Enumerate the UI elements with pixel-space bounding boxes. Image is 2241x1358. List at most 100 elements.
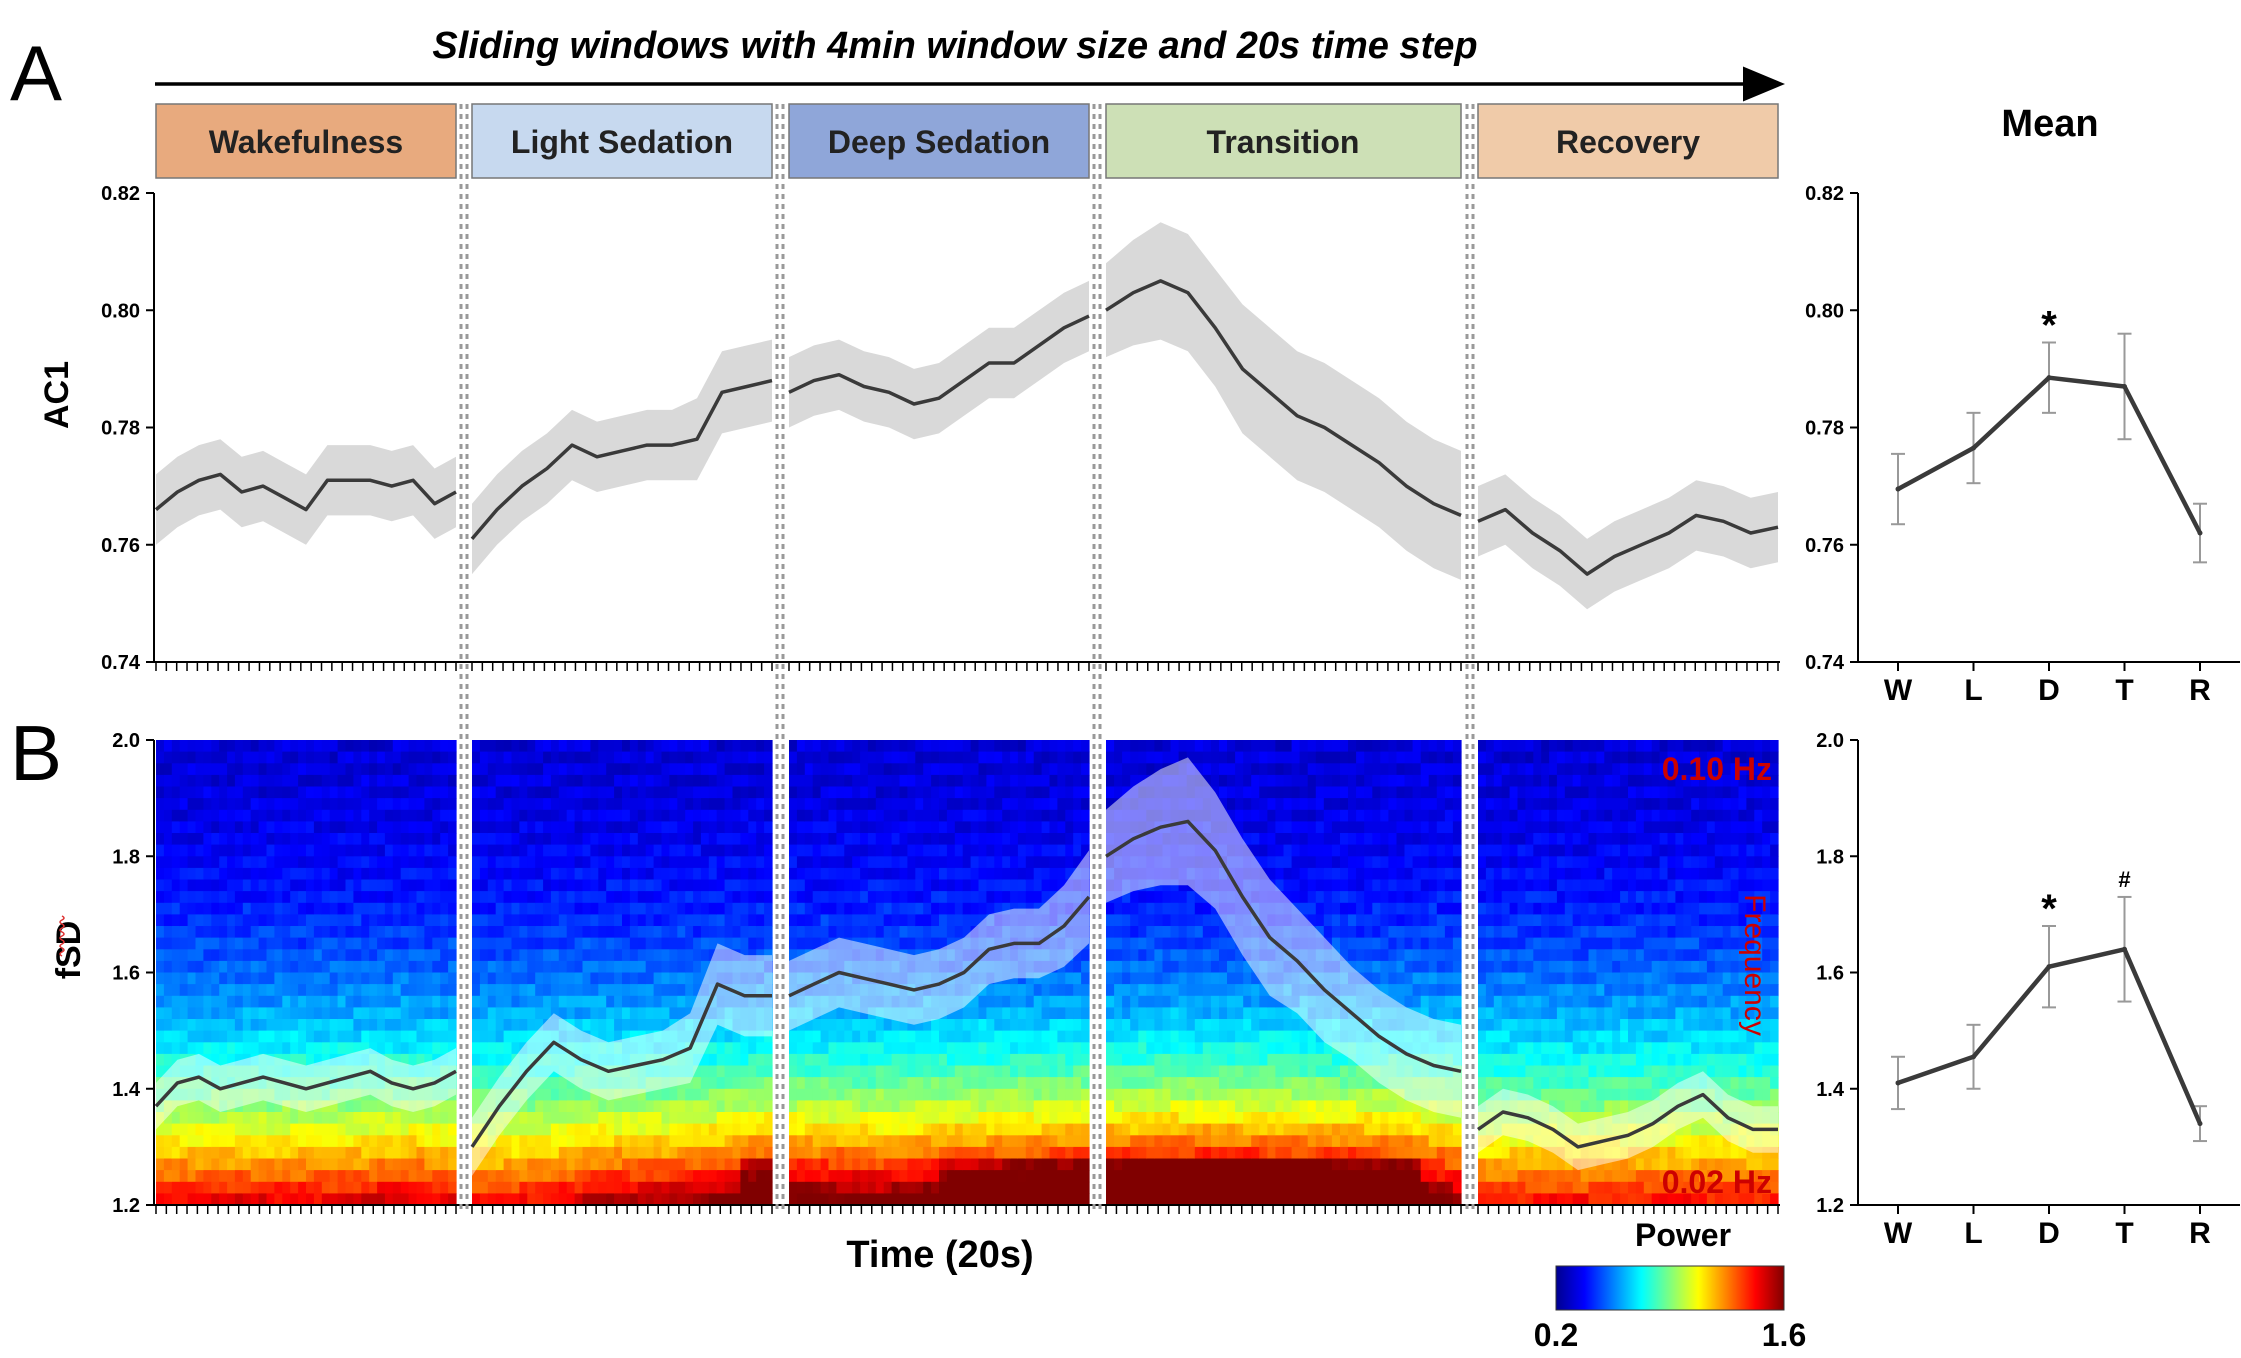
heatmap-cell xyxy=(353,763,362,776)
heatmap-cell xyxy=(156,972,165,985)
heatmap-cell xyxy=(361,774,370,788)
heatmap-cell xyxy=(408,995,418,1008)
heatmap-cell xyxy=(290,949,299,962)
heatmap-cell xyxy=(883,1193,893,1206)
heatmap-cell xyxy=(708,1193,718,1206)
heatmap-cell xyxy=(970,1181,980,1194)
heatmap-cell xyxy=(1073,960,1082,974)
heatmap-cell xyxy=(543,821,552,834)
heatmap-cell xyxy=(400,798,410,811)
heatmap-cell xyxy=(1010,1053,1019,1067)
heatmap-cell xyxy=(1002,1019,1011,1032)
heatmap-cell xyxy=(432,972,441,985)
heatmap-cell xyxy=(250,1146,260,1160)
heatmap-cell xyxy=(693,984,702,997)
heatmap-cell xyxy=(954,1088,964,1101)
heatmap-cell xyxy=(424,1158,433,1171)
heatmap-cell xyxy=(187,995,197,1008)
heatmap-cell xyxy=(495,1007,505,1020)
heatmap-cell xyxy=(693,949,702,962)
heatmap-cell xyxy=(1065,833,1074,846)
heatmap-cell xyxy=(1025,1123,1035,1136)
heatmap-cell xyxy=(708,1170,718,1183)
heatmap-cell xyxy=(440,960,449,974)
phase-box xyxy=(1105,103,1462,179)
heatmap-cell xyxy=(1122,774,1131,788)
heatmap-cell xyxy=(392,949,402,962)
heatmap-cell xyxy=(606,1100,615,1113)
heatmap-cell xyxy=(812,1170,822,1183)
heatmap-cell xyxy=(860,1088,869,1101)
heatmap-cell xyxy=(187,809,197,822)
heatmap-cell xyxy=(543,960,552,974)
phase-header-light-sedation: Light Sedation xyxy=(471,103,773,179)
heatmap-cell xyxy=(645,867,655,881)
heatmap-cell xyxy=(361,763,370,776)
heatmap-cell xyxy=(812,1088,822,1101)
heatmap-cell xyxy=(156,891,165,904)
heatmap-cell xyxy=(867,1053,877,1067)
heatmap-cell xyxy=(377,856,386,869)
heatmap-cell xyxy=(156,1042,165,1055)
heatmap-cell xyxy=(306,833,315,846)
heatmap-cell xyxy=(1041,833,1051,846)
heatmap-cell xyxy=(875,1019,885,1032)
heatmap-cell xyxy=(203,879,212,892)
heatmap-cell xyxy=(298,1181,307,1194)
heatmap-cell xyxy=(867,1030,877,1043)
heatmap-cell xyxy=(345,879,354,892)
heatmap-cell xyxy=(321,937,331,950)
heatmap-cell xyxy=(677,1135,686,1148)
heatmap-cell xyxy=(891,926,901,939)
heatmap-cell xyxy=(479,1088,489,1101)
heatmap-cell xyxy=(179,844,189,857)
heatmap-cell xyxy=(274,902,283,915)
heatmap-cell xyxy=(574,798,584,811)
heatmap-cell xyxy=(622,949,631,962)
heatmap-cell xyxy=(472,972,481,985)
heatmap-cell xyxy=(1049,763,1058,776)
heatmap-cell xyxy=(306,1112,315,1125)
heatmap-cell xyxy=(1025,1065,1035,1078)
heatmap-cell xyxy=(511,821,520,834)
heatmap-cell xyxy=(653,740,663,753)
heatmap-cell xyxy=(724,740,734,753)
heatmap-cell xyxy=(392,1042,402,1055)
heatmap-cell xyxy=(844,856,853,869)
heatmap-cell xyxy=(1010,856,1019,869)
heatmap-cell xyxy=(337,891,347,904)
heatmap-cell xyxy=(242,879,252,892)
heatmap-cell xyxy=(424,949,433,962)
heatmap-cell xyxy=(416,949,425,962)
heatmap-cell xyxy=(1010,798,1019,811)
heatmap-cell xyxy=(622,1112,631,1125)
heatmap-cell xyxy=(1114,763,1123,776)
heatmap-cell xyxy=(156,879,165,892)
heatmap-cell xyxy=(748,1112,757,1125)
heatmap-cell xyxy=(298,891,307,904)
heatmap-cell xyxy=(899,821,908,834)
heatmap-cell xyxy=(432,844,441,857)
heatmap-cell xyxy=(954,786,964,799)
heatmap-cell xyxy=(852,1065,861,1078)
heatmap-cell xyxy=(883,774,893,788)
heatmap-cell xyxy=(408,1170,418,1183)
heatmap-cell xyxy=(764,798,773,811)
heatmap-cell xyxy=(828,1123,837,1136)
heatmap-cell xyxy=(836,763,845,776)
heatmap-cell xyxy=(558,1170,568,1183)
heatmap-cell xyxy=(369,1112,378,1125)
heatmap-cell xyxy=(1114,1019,1123,1032)
heatmap-cell xyxy=(629,786,639,799)
heatmap-cell xyxy=(812,1053,822,1067)
heatmap-cell xyxy=(448,972,457,985)
heatmap-cell xyxy=(645,1112,655,1125)
heatmap-cell xyxy=(250,914,260,927)
heatmap-cell xyxy=(392,821,402,834)
heatmap-cell xyxy=(1002,1100,1011,1113)
heatmap-cell xyxy=(693,1181,702,1194)
heatmap-cell xyxy=(187,1030,197,1043)
heatmap-cell xyxy=(1114,960,1123,974)
heatmap-cell xyxy=(1041,1042,1051,1055)
heatmap-cell xyxy=(1049,1019,1058,1032)
